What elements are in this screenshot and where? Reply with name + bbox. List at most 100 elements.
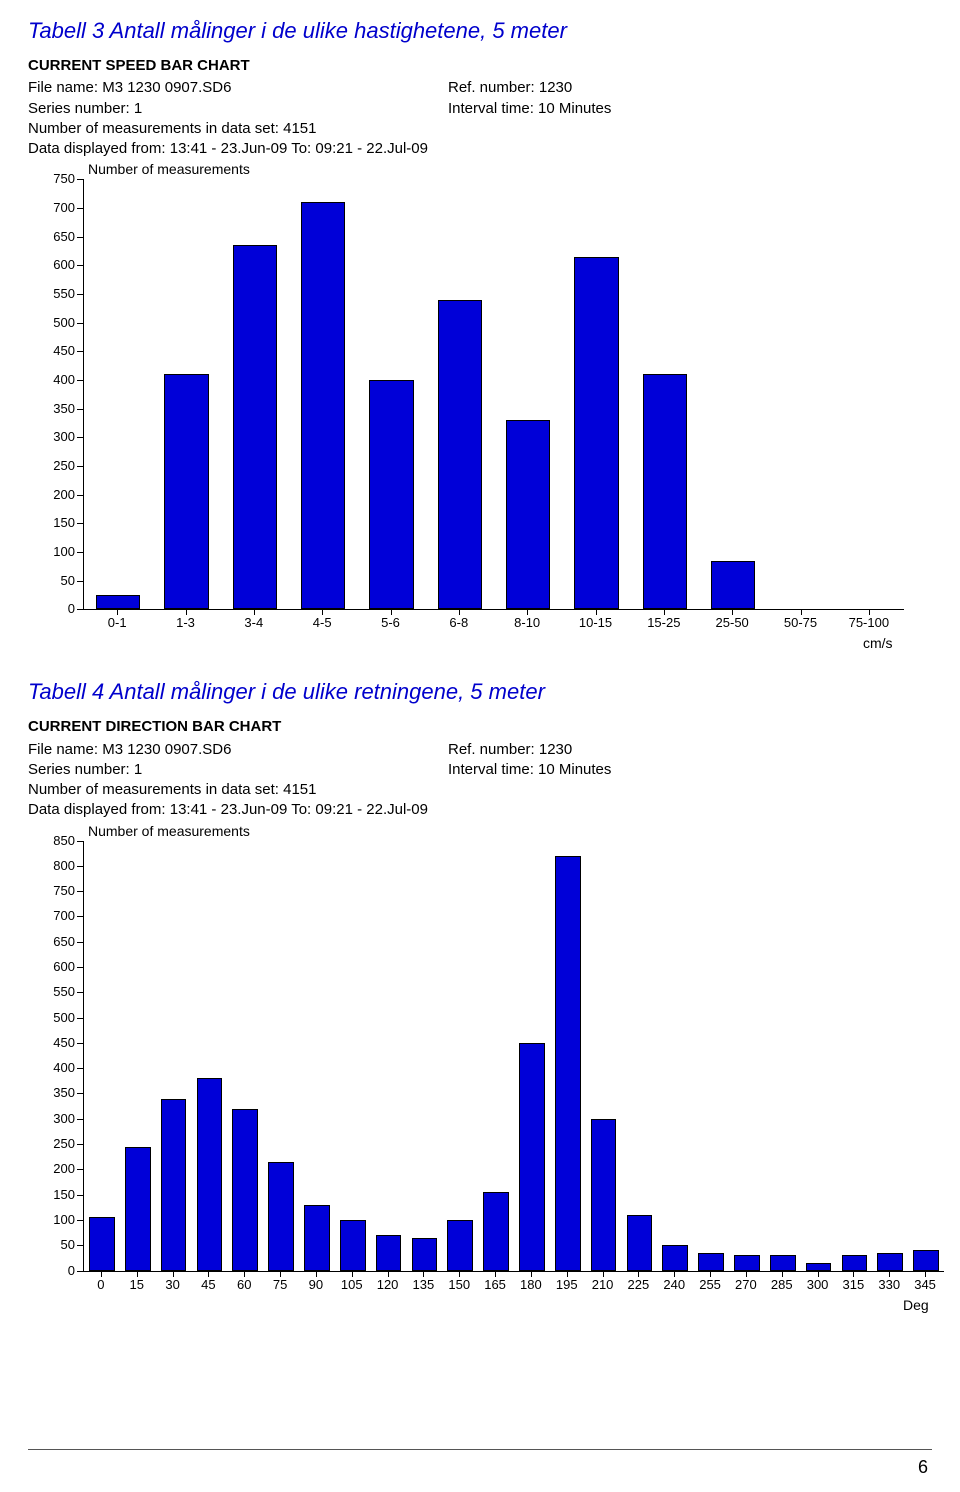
x-tick-label: 10-15 <box>579 615 612 630</box>
chart1-interval: Interval time: 10 Minutes <box>448 99 611 119</box>
x-tick-label: 195 <box>556 1277 578 1292</box>
y-tick-mark <box>77 409 83 410</box>
table3-title: Tabell 3 Antall målinger i de ulike hast… <box>28 18 932 44</box>
x-tick-label: 8-10 <box>514 615 540 630</box>
x-tick-label: 315 <box>843 1277 865 1292</box>
bar <box>734 1255 760 1270</box>
x-tick-label: 135 <box>413 1277 435 1292</box>
bar <box>506 420 550 609</box>
bar <box>643 374 687 609</box>
x-tick-label: 45 <box>201 1277 215 1292</box>
bar <box>438 300 482 610</box>
y-tick-mark <box>77 265 83 266</box>
y-tick-label: 400 <box>28 1060 75 1075</box>
bar <box>842 1255 868 1270</box>
y-tick-label: 650 <box>28 934 75 949</box>
bar <box>301 202 345 609</box>
bar <box>89 1217 115 1270</box>
x-tick-label: 180 <box>520 1277 542 1292</box>
chart1-y-title: Number of measurements <box>88 161 250 177</box>
chart2-interval: Interval time: 10 Minutes <box>448 760 611 780</box>
y-tick-label: 150 <box>28 1187 75 1202</box>
y-tick-label: 850 <box>28 833 75 848</box>
bar <box>770 1255 796 1270</box>
x-tick-mark <box>495 1271 496 1277</box>
bar <box>877 1253 903 1271</box>
y-tick-label: 750 <box>28 171 75 186</box>
chart1-series: Series number: 1 <box>28 99 448 119</box>
x-tick-mark <box>388 1271 389 1277</box>
y-tick-mark <box>77 466 83 467</box>
x-tick-mark <box>173 1271 174 1277</box>
chart2-plot-area <box>83 841 944 1272</box>
bar <box>627 1215 653 1271</box>
y-tick-label: 450 <box>28 1035 75 1050</box>
x-tick-mark <box>782 1271 783 1277</box>
y-tick-label: 300 <box>28 429 75 444</box>
x-tick-mark <box>603 1271 604 1277</box>
y-tick-mark <box>77 237 83 238</box>
y-tick-mark <box>77 1043 83 1044</box>
x-tick-mark <box>746 1271 747 1277</box>
y-tick-label: 600 <box>28 959 75 974</box>
footer-rule <box>28 1449 932 1450</box>
x-tick-mark <box>664 609 665 615</box>
x-tick-label: 25-50 <box>716 615 749 630</box>
bar <box>591 1119 617 1271</box>
x-tick-mark <box>638 1271 639 1277</box>
y-tick-label: 650 <box>28 229 75 244</box>
chart2-refnumber: Ref. number: 1230 <box>448 740 572 760</box>
bar <box>268 1162 294 1271</box>
y-tick-label: 800 <box>28 858 75 873</box>
x-tick-label: 60 <box>237 1277 251 1292</box>
table4-title: Tabell 4 Antall målinger i de ulike retn… <box>28 679 932 705</box>
chart1-meta: CURRENT SPEED BAR CHART File name: M3 12… <box>28 56 932 159</box>
y-tick-label: 550 <box>28 984 75 999</box>
x-tick-mark <box>280 1271 281 1277</box>
x-tick-label: 50-75 <box>784 615 817 630</box>
x-tick-mark <box>732 609 733 615</box>
bar <box>96 595 140 609</box>
y-tick-mark <box>77 891 83 892</box>
x-tick-mark <box>423 1271 424 1277</box>
y-tick-mark <box>77 495 83 496</box>
bar <box>483 1192 509 1270</box>
bar <box>555 856 581 1271</box>
y-tick-label: 50 <box>28 573 75 588</box>
x-tick-mark <box>322 609 323 615</box>
x-tick-mark <box>801 609 802 615</box>
chart1-measurements: Number of measurements in data set: 4151 <box>28 119 932 139</box>
x-tick-label: 150 <box>448 1277 470 1292</box>
x-tick-mark <box>596 609 597 615</box>
y-tick-mark <box>77 609 83 610</box>
y-tick-mark <box>77 1018 83 1019</box>
y-tick-mark <box>77 179 83 180</box>
y-tick-mark <box>77 1144 83 1145</box>
y-tick-mark <box>77 1119 83 1120</box>
y-tick-label: 700 <box>28 908 75 923</box>
y-tick-mark <box>77 351 83 352</box>
y-tick-label: 550 <box>28 286 75 301</box>
y-tick-mark <box>77 1195 83 1196</box>
chart2-heading: CURRENT DIRECTION BAR CHART <box>28 717 932 737</box>
y-tick-mark <box>77 552 83 553</box>
y-tick-label: 200 <box>28 1161 75 1176</box>
x-tick-label: 15 <box>130 1277 144 1292</box>
y-tick-label: 750 <box>28 883 75 898</box>
x-tick-label: 0 <box>97 1277 104 1292</box>
x-tick-mark <box>244 1271 245 1277</box>
bar <box>806 1263 832 1271</box>
bar <box>913 1250 939 1270</box>
x-tick-label: 0-1 <box>108 615 127 630</box>
page-number: 6 <box>918 1457 928 1478</box>
x-tick-label: 120 <box>377 1277 399 1292</box>
chart2-x-unit: Deg <box>903 1297 929 1313</box>
chart2-data-displayed: Data displayed from: 13:41 - 23.Jun-09 T… <box>28 800 932 820</box>
x-tick-label: 210 <box>592 1277 614 1292</box>
y-tick-label: 250 <box>28 1136 75 1151</box>
y-tick-mark <box>77 581 83 582</box>
chart2-series: Series number: 1 <box>28 760 448 780</box>
direction-bar-chart: Number of measurements Deg 0501001502002… <box>28 823 932 1323</box>
y-tick-mark <box>77 866 83 867</box>
chart2-filename: File name: M3 1230 0907.SD6 <box>28 740 448 760</box>
